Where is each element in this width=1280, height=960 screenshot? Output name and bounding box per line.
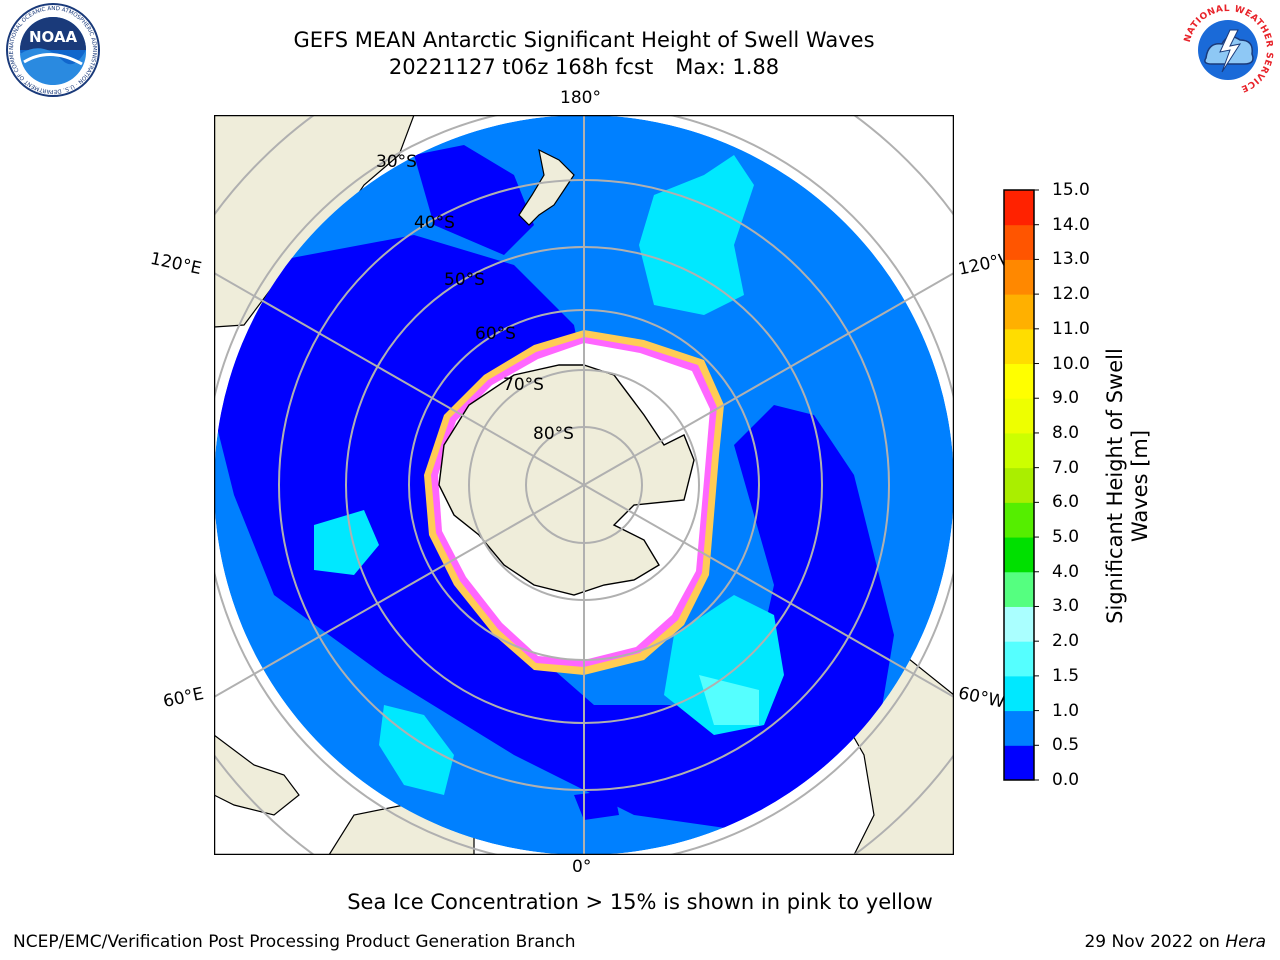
colorbar-segment <box>1004 710 1034 746</box>
footer-host: Hera <box>1225 932 1266 952</box>
noaa-logo-icon: NOAA NATIONAL OCEANIC AND ATMOSPHERIC AD… <box>2 2 100 97</box>
colorbar-segment <box>1004 571 1034 607</box>
polar-map <box>214 115 954 855</box>
max-value: Max: 1.88 <box>675 55 780 79</box>
nws-logo-icon: NATIONAL WEATHER SERVICE <box>1183 4 1273 95</box>
lon-label-60w: 60°W <box>956 683 1007 713</box>
colorbar-tick-label: 10.0 <box>1052 353 1090 374</box>
mid-swell-region <box>699 675 759 725</box>
colorbar-tick-label: 4.0 <box>1052 561 1080 582</box>
colorbar-tick-label: 9.0 <box>1052 388 1080 409</box>
colorbar-tick-label: 14.0 <box>1052 214 1090 235</box>
colorbar-frame <box>1003 189 1035 781</box>
colorbar-tick-label: 11.0 <box>1052 318 1090 339</box>
lat-label-70s: 70°S <box>503 375 544 395</box>
mid-swell-region <box>639 155 754 315</box>
colorbar-segment <box>1004 537 1034 573</box>
graticule <box>214 115 954 855</box>
chart-subtitle: 20221127 t06z 168h fcst Max: 1.88 <box>184 54 984 80</box>
colorbar-title: Significant Height of Swell Waves [m] <box>1103 326 1153 646</box>
footer-left: NCEP/EMC/Verification Post Processing Pr… <box>13 932 576 952</box>
land-region <box>214 734 300 816</box>
colorbar-segment <box>1004 467 1034 503</box>
colorbar-segment <box>1004 363 1034 399</box>
colorbar-tick-label: 2.0 <box>1052 631 1080 652</box>
lon-label-0: 0° <box>572 857 592 877</box>
colorbar-tick-label: 6.0 <box>1052 492 1080 513</box>
low-swell-region <box>574 790 619 820</box>
colorbar-title-line1: Significant Height of Swell <box>1103 348 1127 624</box>
colorbar-segment <box>1004 328 1034 365</box>
colorbar-segment <box>1004 641 1034 677</box>
colorbar-title-line2: Waves [m] <box>1128 429 1152 543</box>
lat-label-40s: 40°S <box>414 213 455 233</box>
colorbar-tick-label: 12.0 <box>1052 284 1090 305</box>
run-info: 20221127 t06z 168h fcst <box>388 55 654 79</box>
land-region <box>518 148 575 226</box>
footer-right: 29 Nov 2022 on Hera <box>1084 932 1266 952</box>
lat-label-50s: 50°S <box>444 270 485 290</box>
colorbar-tick-label: 0.5 <box>1052 735 1080 756</box>
colorbar-segment <box>1004 502 1034 538</box>
colorbar-tick-label: 1.0 <box>1052 700 1080 721</box>
colorbar-segment <box>1004 190 1034 226</box>
chart-title: GEFS MEAN Antarctic Significant Height o… <box>293 28 875 52</box>
lat-label-80s: 80°S <box>533 424 574 444</box>
colorbar-tick-label: 13.0 <box>1052 249 1090 270</box>
colorbar-segment <box>1004 259 1034 295</box>
low-swell-region <box>214 235 894 835</box>
lon-label-120e: 120°E <box>148 248 204 280</box>
colorbar-tick-label: 7.0 <box>1052 457 1080 478</box>
sea-ice-note: Sea Ice Concentration > 15% is shown in … <box>347 890 933 914</box>
colorbar-tick-label: 0.0 <box>1052 770 1080 790</box>
lat-label-30s: 30°S <box>376 152 417 172</box>
mid-swell-region <box>314 510 379 575</box>
noaa-logo-text: NOAA <box>29 28 78 46</box>
colorbar-tick-label: 5.0 <box>1052 527 1080 548</box>
antarctica <box>438 364 695 596</box>
lon-label-60e: 60°E <box>161 683 206 713</box>
colorbar-segment <box>1004 432 1034 469</box>
colorbar-tick-label: 8.0 <box>1052 422 1080 443</box>
footer-date: 29 Nov 2022 on <box>1084 932 1226 952</box>
colorbar <box>1003 189 1039 781</box>
colorbar-segment <box>1004 606 1034 642</box>
colorbar-segment <box>1004 294 1034 330</box>
colorbar-tick-label: 3.0 <box>1052 596 1080 617</box>
colorbar-segment <box>1004 398 1034 434</box>
colorbar-segment <box>1004 224 1034 260</box>
colorbar-tick-label: 15.0 <box>1052 180 1090 200</box>
colorbar-tick-label: 1.5 <box>1052 665 1080 686</box>
lat-label-60s: 60°S <box>475 324 516 344</box>
colorbar-segment <box>1004 675 1034 712</box>
colorbar-segment <box>1004 745 1034 781</box>
lon-label-180: 180° <box>560 88 601 108</box>
